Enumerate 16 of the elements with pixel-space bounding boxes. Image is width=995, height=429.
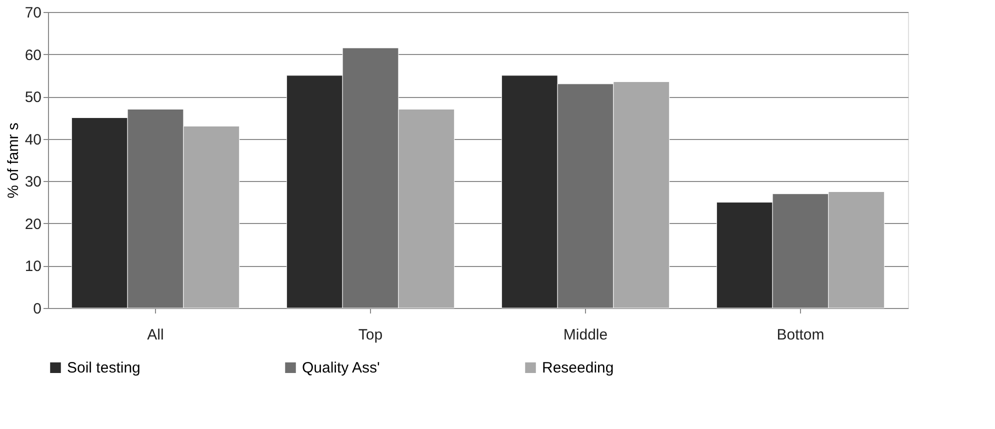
x-tick-label: Bottom — [776, 326, 824, 344]
y-tick-label: 20 — [24, 216, 42, 233]
x-tick-label: Middle — [563, 326, 608, 344]
y-tick-label: 10 — [24, 258, 42, 276]
legend-label: Quality Ass' — [302, 360, 380, 377]
y-axis-title: % of famr s — [4, 122, 22, 198]
y-tick-label: 50 — [24, 89, 42, 106]
y-tick-label: 0 — [33, 300, 42, 318]
y-tick-label: 70 — [24, 4, 42, 22]
legend-label: Reseeding — [542, 360, 614, 377]
x-tick-label: All — [147, 326, 164, 344]
y-tick-label: 30 — [24, 174, 42, 191]
y-tick-label: 60 — [24, 46, 42, 64]
legend-label: Soil testing — [67, 360, 140, 377]
x-tick-label: Top — [358, 326, 383, 344]
y-tick-label: 40 — [24, 131, 42, 148]
